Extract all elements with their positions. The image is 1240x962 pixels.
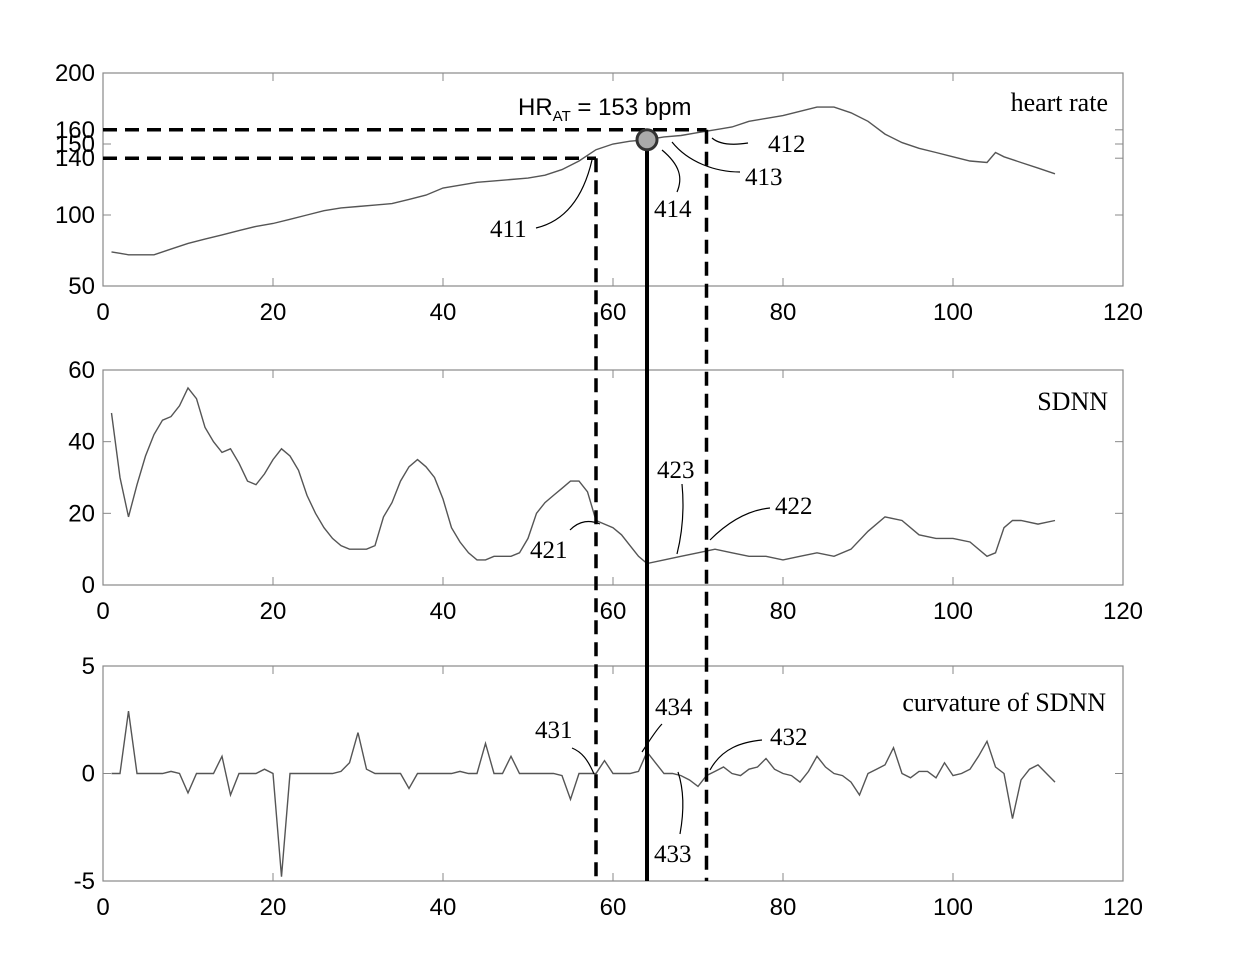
leader-431 (572, 748, 594, 774)
y-tick-label: 20 (68, 500, 95, 527)
x-axis-ticks: 0 20 40 60 80 100 120 (96, 370, 1143, 625)
y-tick-label: -5 (74, 868, 95, 895)
x-tick-label: 0 (96, 299, 109, 326)
callout-434: 434 (655, 694, 693, 721)
curvature-panel: -505 020406080100120 curvature of SDNN (74, 653, 1143, 921)
leader-423 (677, 484, 683, 554)
leader-414 (662, 150, 680, 192)
y-tick-label: 0 (82, 761, 95, 788)
x-tick-label: 40 (430, 299, 457, 326)
x-tick-label: 80 (770, 598, 797, 625)
hr-at-main: HR (518, 94, 553, 121)
x-tick-label: 120 (1103, 598, 1143, 625)
heart-rate-series-line (112, 107, 1056, 255)
leader-411 (536, 160, 592, 228)
y-tick-label: 100 (55, 202, 95, 229)
leader-412 (712, 138, 748, 144)
x-tick-label: 40 (430, 598, 457, 625)
x-tick-label: 60 (600, 894, 627, 921)
y-tick-label: 200 (55, 60, 95, 87)
leader-432 (710, 740, 762, 770)
curvature-series-line (112, 711, 1056, 877)
x-tick-label: 40 (430, 894, 457, 921)
x-tick-label: 100 (933, 299, 973, 326)
y-tick-label: 50 (68, 273, 95, 300)
x-tick-label: 100 (933, 598, 973, 625)
y-tick-label: 60 (68, 357, 95, 384)
hr-at-value: = 153 bpm (571, 94, 692, 121)
x-tick-label: 20 (260, 299, 287, 326)
callout-433: 433 (654, 841, 692, 868)
callout-431: 431 (535, 717, 573, 744)
x-tick-label: 100 (933, 894, 973, 921)
x-tick-label: 60 (600, 299, 627, 326)
callout-411: 411 (490, 216, 527, 243)
panel-label-curvature: curvature of SDNN (902, 688, 1106, 717)
x-tick-label: 120 (1103, 894, 1143, 921)
callout-421: 421 (530, 537, 568, 564)
x-tick-label: 20 (260, 894, 287, 921)
hr-at-subscript: AT (553, 108, 571, 125)
heart-rate-panel: 50100140150160200 020406080100120 heart … (55, 60, 1143, 326)
panel-label-heart-rate: heart rate (1011, 88, 1108, 117)
x-tick-label: 0 (96, 894, 109, 921)
x-tick-label: 0 (96, 598, 109, 625)
y-tick-label: 0 (82, 572, 95, 599)
x-tick-label: 120 (1103, 299, 1143, 326)
hr-at-point-marker (637, 130, 657, 150)
plot-frame (103, 370, 1123, 585)
y-tick-label: 40 (68, 429, 95, 456)
leader-433 (678, 772, 683, 834)
leader-422 (710, 508, 770, 540)
y-tick-label: 160 (55, 117, 95, 144)
sdnn-panel: 0 20 40 60 0 20 40 60 80 100 120 SDNN (68, 357, 1143, 625)
callout-422: 422 (775, 493, 813, 520)
callout-413: 413 (745, 164, 783, 191)
x-tick-label: 80 (770, 299, 797, 326)
leader-421 (570, 522, 600, 530)
callout-432: 432 (770, 724, 808, 751)
y-tick-label: 5 (82, 653, 95, 680)
x-tick-label: 80 (770, 894, 797, 921)
x-tick-label: 60 (600, 598, 627, 625)
x-tick-label: 20 (260, 598, 287, 625)
callout-412: 412 (768, 131, 806, 158)
callout-423: 423 (657, 457, 695, 484)
sdnn-series-line (112, 388, 1056, 564)
panel-label-sdnn: SDNN (1037, 387, 1108, 416)
hr-at-annotation: HRAT = 153 bpm (518, 94, 691, 125)
callout-414: 414 (654, 196, 692, 223)
